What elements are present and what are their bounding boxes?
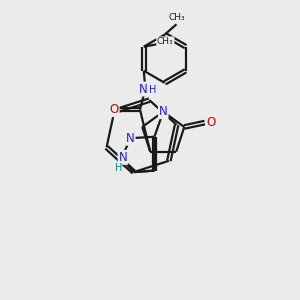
Text: N: N (159, 105, 168, 118)
Text: O: O (206, 116, 215, 129)
Text: N: N (139, 82, 147, 95)
Text: H: H (149, 85, 156, 95)
Text: CH₃: CH₃ (168, 13, 185, 22)
Text: N: N (126, 132, 135, 145)
Text: CH₃: CH₃ (157, 37, 174, 46)
Text: H: H (115, 163, 122, 173)
Text: N: N (118, 151, 127, 164)
Text: O: O (110, 103, 119, 116)
